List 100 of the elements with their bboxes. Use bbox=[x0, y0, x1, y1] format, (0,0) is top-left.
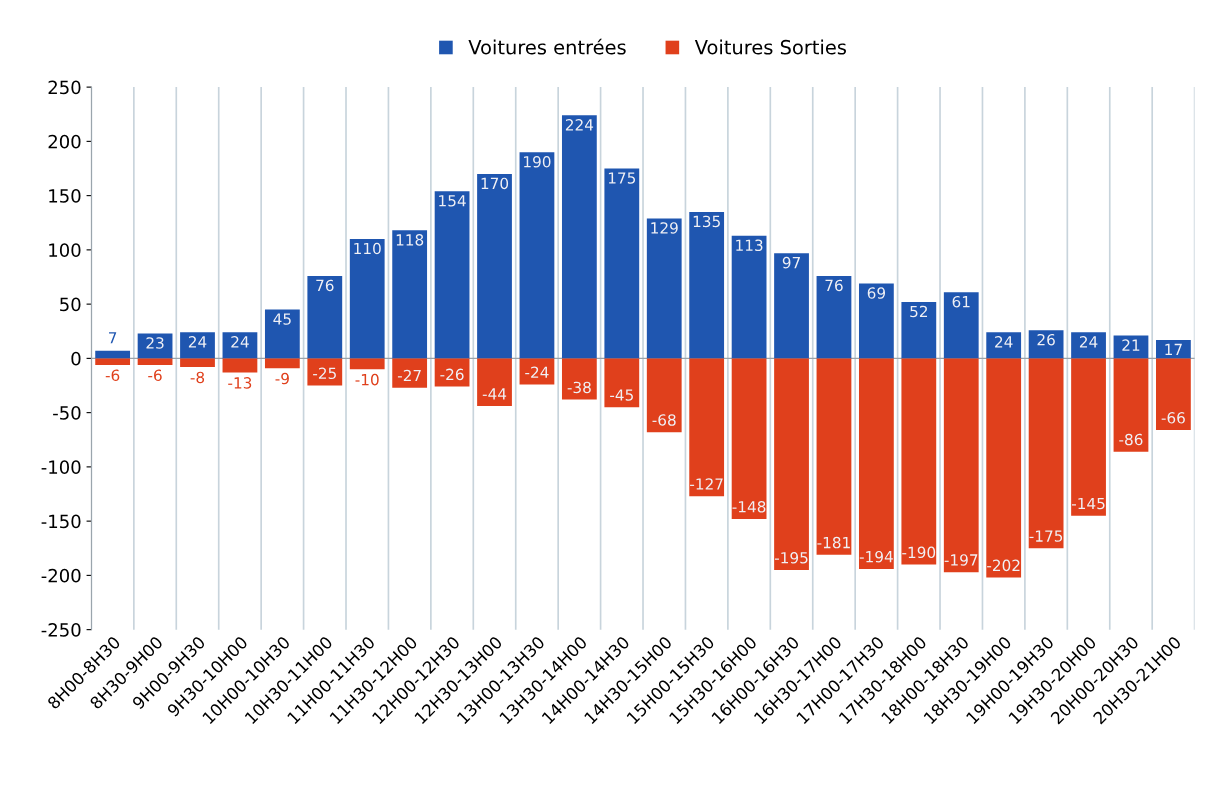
data-label: -66 bbox=[1161, 412, 1185, 424]
data-label: 129 bbox=[651, 222, 678, 234]
bar bbox=[646, 358, 682, 433]
y-tick-label: 100 bbox=[49, 243, 81, 257]
bar bbox=[604, 358, 640, 408]
bar bbox=[986, 332, 1022, 359]
y-tick-label: -50 bbox=[53, 406, 81, 420]
bar bbox=[689, 211, 725, 359]
bar bbox=[519, 152, 555, 359]
data-label: -13 bbox=[228, 377, 252, 389]
bar bbox=[137, 358, 173, 365]
data-label: 7 bbox=[109, 332, 117, 344]
y-tick-label: 150 bbox=[49, 189, 81, 203]
data-label: 52 bbox=[910, 305, 928, 318]
data-label: -148 bbox=[732, 500, 766, 513]
bar bbox=[943, 358, 979, 573]
bar bbox=[1156, 358, 1191, 430]
data-label: 170 bbox=[481, 177, 509, 190]
data-label: 23 bbox=[146, 337, 164, 349]
data-label: -202 bbox=[987, 559, 1020, 572]
bar bbox=[943, 292, 979, 359]
data-label: 69 bbox=[867, 287, 886, 299]
bar bbox=[349, 358, 385, 370]
data-label: -26 bbox=[440, 368, 464, 381]
data-label: 190 bbox=[524, 155, 551, 168]
bar bbox=[1071, 358, 1106, 516]
data-label: 76 bbox=[825, 279, 843, 292]
data-label: 135 bbox=[693, 215, 720, 228]
data-label: -175 bbox=[1029, 530, 1063, 542]
data-label: -6 bbox=[148, 369, 162, 382]
y-tick-label: -250 bbox=[41, 623, 81, 637]
data-label: -44 bbox=[482, 388, 507, 400]
data-label: -9 bbox=[275, 372, 289, 385]
bar bbox=[561, 115, 597, 359]
bar bbox=[95, 350, 131, 359]
bar bbox=[731, 358, 767, 519]
data-label: 154 bbox=[439, 195, 466, 207]
bar bbox=[858, 358, 894, 569]
data-label: 113 bbox=[736, 239, 763, 252]
data-label: -25 bbox=[313, 367, 336, 380]
bar bbox=[180, 332, 215, 359]
bar bbox=[816, 275, 852, 359]
data-label: 24 bbox=[188, 336, 207, 348]
bar bbox=[774, 358, 809, 570]
bar bbox=[901, 358, 937, 565]
bar bbox=[137, 333, 173, 359]
data-label: -45 bbox=[610, 389, 633, 401]
bar bbox=[646, 218, 682, 359]
bar bbox=[519, 358, 555, 385]
data-label: -127 bbox=[690, 478, 723, 490]
data-label: -194 bbox=[859, 550, 893, 563]
bar bbox=[180, 358, 215, 368]
bar bbox=[307, 275, 343, 359]
data-label: 110 bbox=[354, 242, 381, 255]
bar bbox=[95, 358, 131, 365]
data-label: 26 bbox=[1037, 333, 1055, 346]
bar bbox=[222, 358, 258, 373]
bar bbox=[264, 358, 300, 369]
bar bbox=[986, 358, 1022, 578]
bar bbox=[901, 301, 937, 359]
bar bbox=[1113, 358, 1149, 452]
bar bbox=[774, 253, 809, 359]
data-label: -10 bbox=[355, 373, 379, 386]
data-label: -197 bbox=[944, 554, 978, 566]
y-tick-label: -150 bbox=[41, 514, 81, 529]
legend-label: Voitures Sorties bbox=[694, 39, 846, 55]
bar bbox=[222, 332, 258, 359]
y-tick-label: 200 bbox=[48, 134, 81, 149]
data-label: 224 bbox=[565, 119, 594, 131]
data-label: 24 bbox=[1079, 336, 1098, 348]
bar bbox=[816, 358, 852, 555]
data-label: 24 bbox=[995, 336, 1013, 348]
data-label: 61 bbox=[952, 295, 970, 308]
data-label: -27 bbox=[397, 369, 421, 382]
bar bbox=[731, 235, 767, 359]
bar bbox=[1028, 330, 1064, 359]
data-label: -8 bbox=[190, 371, 205, 384]
bar bbox=[477, 358, 512, 407]
data-label: 17 bbox=[1165, 343, 1182, 355]
data-label: -181 bbox=[817, 536, 850, 549]
y-tick-label: -100 bbox=[41, 460, 81, 474]
data-label: 24 bbox=[231, 336, 249, 348]
bar bbox=[858, 283, 894, 359]
y-tick-label: -200 bbox=[41, 568, 81, 583]
bar bbox=[561, 358, 597, 400]
bar bbox=[477, 173, 512, 359]
bar bbox=[264, 309, 300, 359]
data-label: 97 bbox=[782, 256, 800, 269]
y-tick-label: 50 bbox=[60, 297, 81, 312]
data-label: 21 bbox=[1122, 339, 1140, 351]
bar bbox=[392, 358, 428, 388]
data-label: -68 bbox=[652, 414, 676, 426]
data-label: 118 bbox=[396, 234, 424, 246]
data-label: -195 bbox=[774, 551, 808, 564]
bar bbox=[1028, 358, 1064, 549]
data-label: -145 bbox=[1071, 497, 1105, 510]
data-label: -38 bbox=[567, 381, 591, 394]
y-tick-label: 0 bbox=[71, 351, 81, 366]
data-label: -190 bbox=[902, 546, 936, 559]
bar bbox=[689, 358, 725, 497]
